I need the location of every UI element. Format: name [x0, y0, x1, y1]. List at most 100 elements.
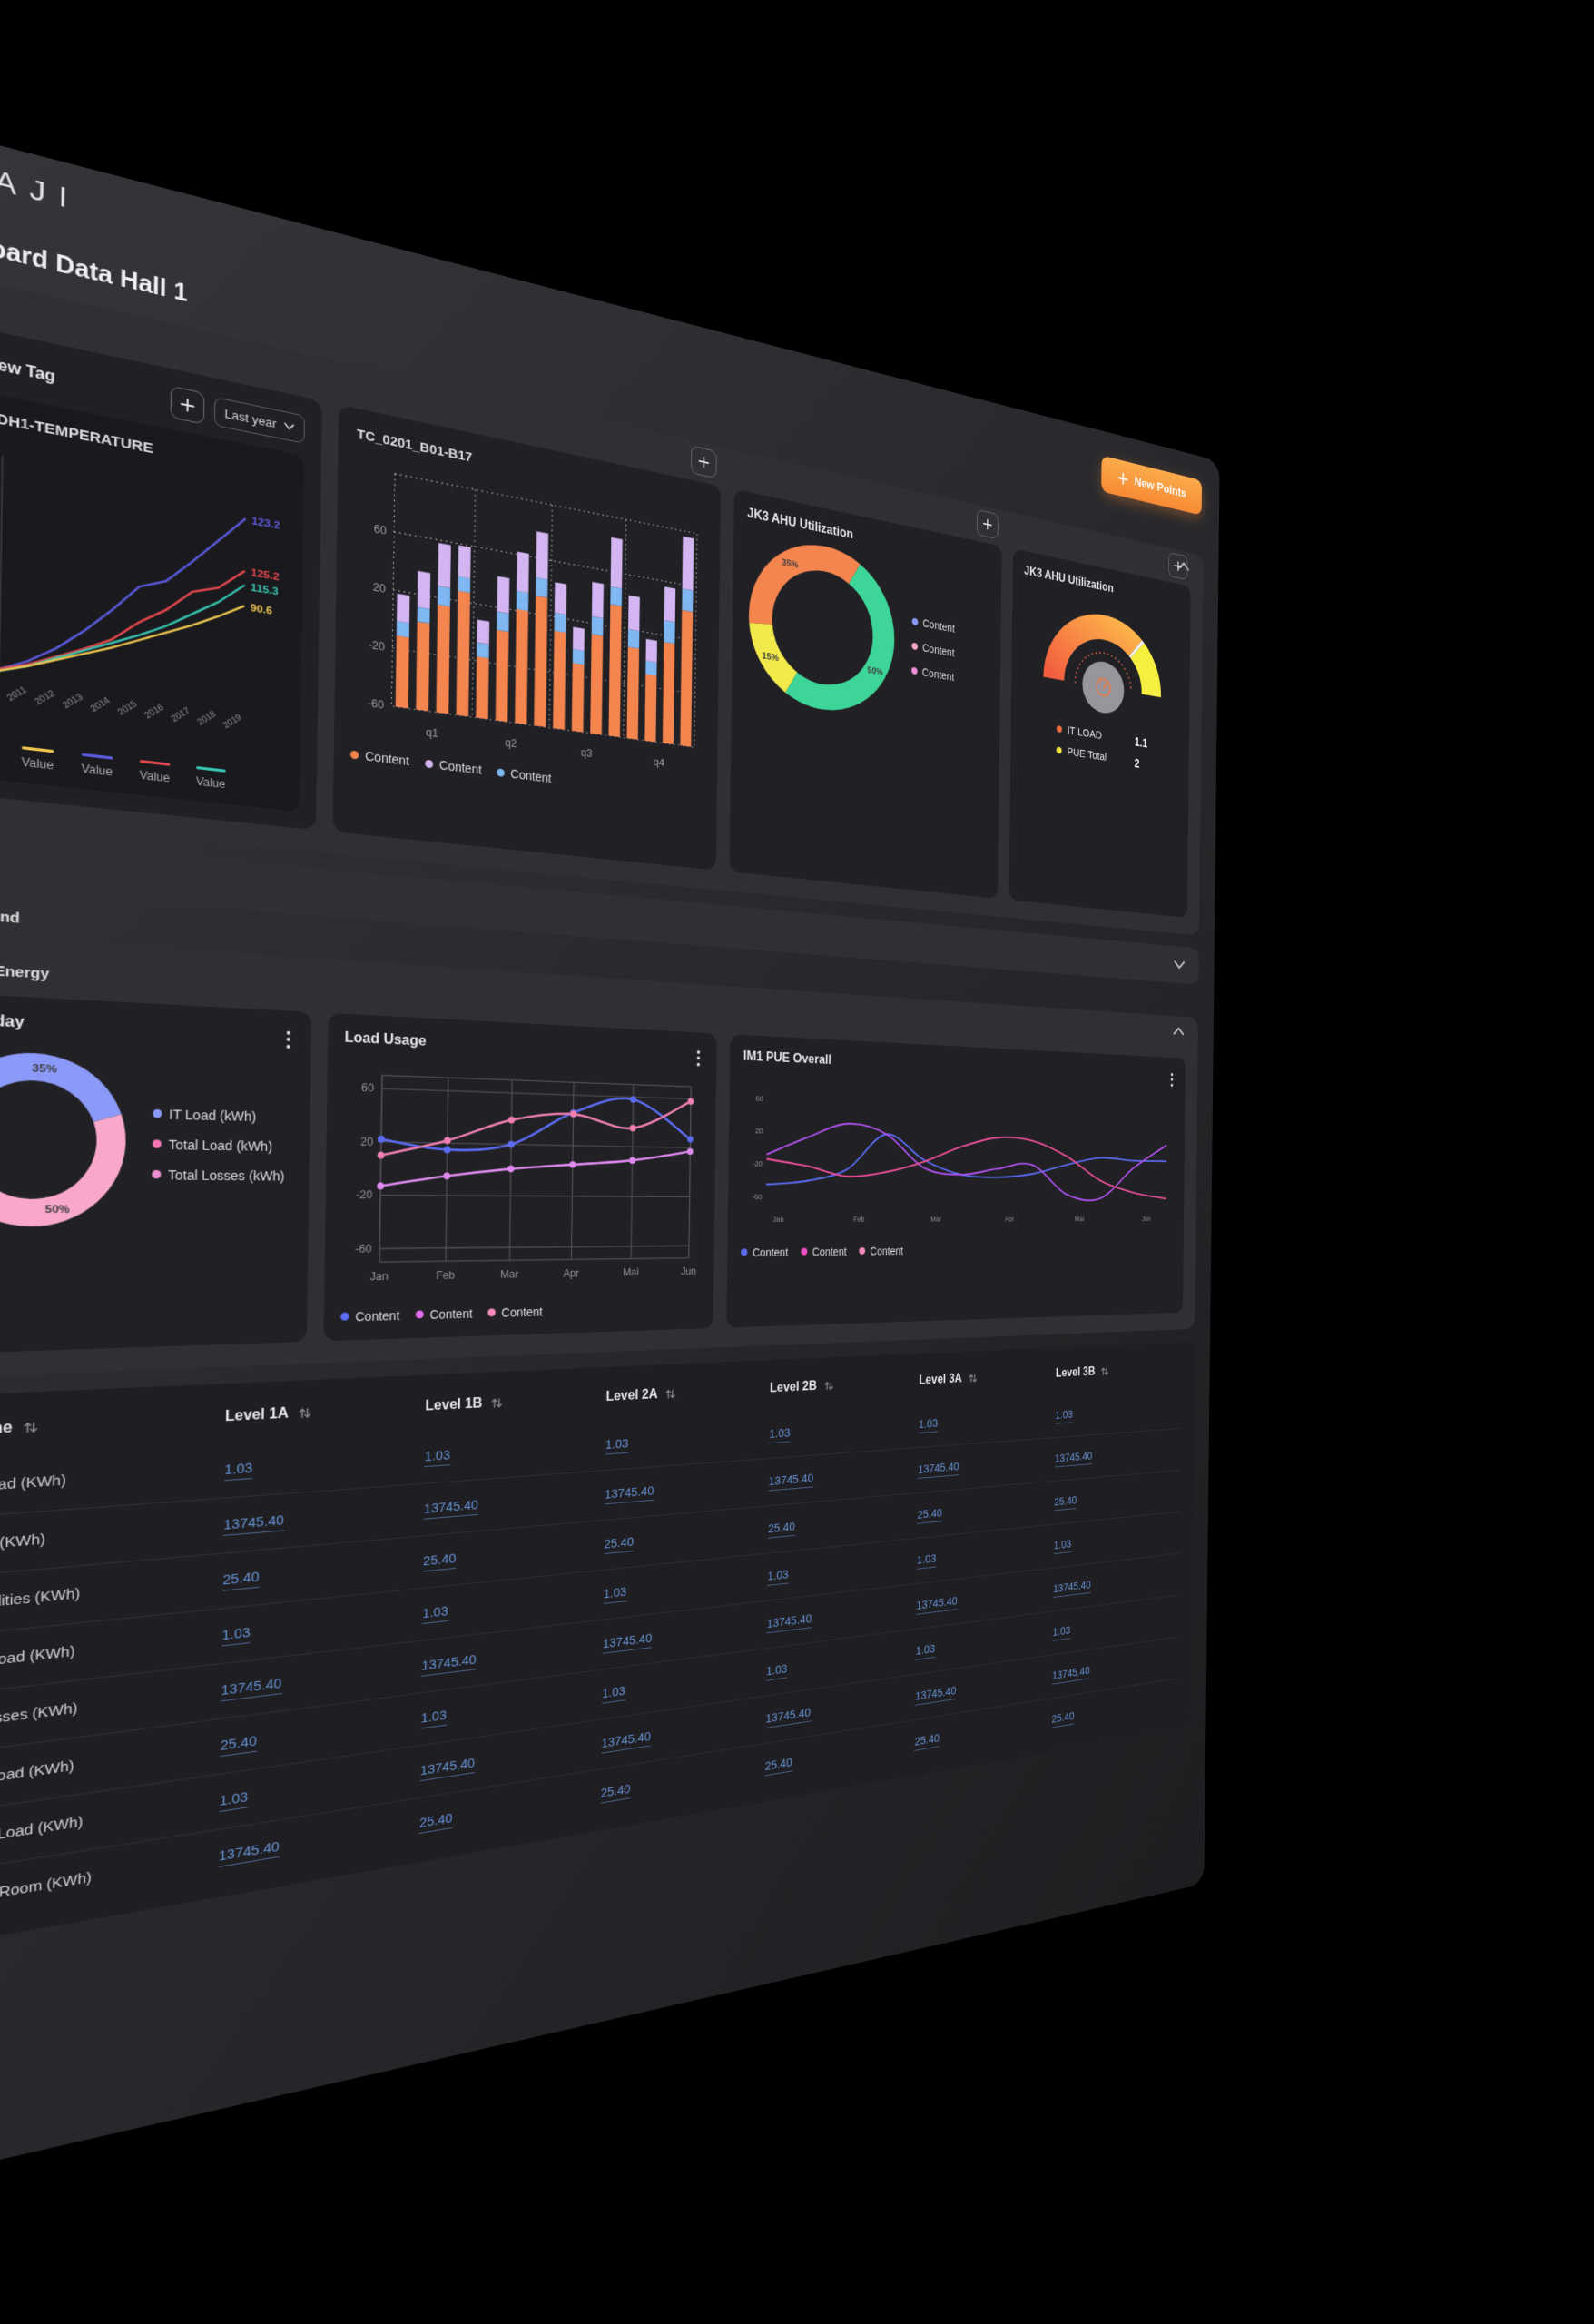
value-link[interactable]: 13745.40	[604, 1483, 654, 1504]
legend-label: PUE Total	[1067, 744, 1107, 763]
value-link[interactable]: 1.03	[1053, 1537, 1072, 1554]
sort-icon[interactable]	[489, 1394, 505, 1411]
legend-dot-icon	[911, 617, 919, 625]
plus-icon	[1118, 471, 1129, 487]
column-label: Level 1B	[425, 1395, 483, 1414]
value-link[interactable]: 1.03	[767, 1567, 789, 1586]
value-link[interactable]: 1.03	[918, 1416, 939, 1433]
legend-line-icon	[81, 753, 113, 760]
value-link[interactable]: 25.40	[222, 1568, 260, 1591]
sort-icon[interactable]	[1099, 1364, 1110, 1378]
value-link[interactable]: 25.40	[764, 1755, 792, 1776]
value-cell: 25.40	[917, 1496, 1055, 1524]
chevron-up-icon	[1173, 1026, 1186, 1037]
value-link[interactable]: 1.03	[420, 1707, 448, 1729]
value-link[interactable]: 13745.40	[423, 1497, 479, 1520]
value-cell: 25.40	[1054, 1484, 1179, 1511]
legend-dot-icon	[350, 750, 359, 760]
tagname-cell: Total Load (KWh)	[0, 1462, 224, 1500]
value-link[interactable]: 1.03	[422, 1603, 448, 1624]
add-widget-button[interactable]	[1168, 552, 1188, 581]
value-link[interactable]: 25.40	[600, 1781, 631, 1804]
value-cell: 1.03	[605, 1427, 770, 1455]
value-link[interactable]: 25.40	[418, 1810, 453, 1834]
svg-text:q2: q2	[505, 735, 517, 750]
sort-icon[interactable]	[664, 1386, 677, 1402]
svg-text:2019: 2019	[221, 712, 243, 731]
value-link[interactable]: 13745.40	[1054, 1449, 1093, 1468]
value-link[interactable]: 13745.40	[601, 1728, 651, 1754]
value-link[interactable]: 25.40	[1054, 1493, 1077, 1511]
kebab-menu-icon[interactable]	[1168, 1069, 1176, 1088]
svg-text:50%: 50%	[867, 665, 882, 677]
sort-icon[interactable]	[967, 1371, 979, 1385]
value-link[interactable]: 25.40	[914, 1731, 940, 1751]
value-link[interactable]: 1.03	[769, 1425, 791, 1443]
value-link[interactable]: 13745.40	[766, 1611, 812, 1633]
value-link[interactable]: 1.03	[223, 1460, 253, 1481]
value-link[interactable]: 13745.40	[916, 1594, 958, 1615]
value-cell: 13745.40	[916, 1582, 1053, 1615]
svg-text:Jun: Jun	[1142, 1216, 1151, 1224]
value-cell: 13745.40	[221, 1659, 421, 1701]
value-cell: 25.40	[914, 1713, 1052, 1751]
value-link[interactable]: 1.03	[603, 1584, 627, 1604]
value-link[interactable]: 13745.40	[1053, 1578, 1091, 1598]
svg-text:2012: 2012	[32, 687, 56, 707]
jk3-gauge-panel: JK3 AHU Utilization IT LOAD PUE Total 1.1…	[1009, 548, 1190, 918]
plus-icon	[698, 454, 710, 469]
value-cell: 13745.40	[765, 1689, 915, 1728]
value-link[interactable]: 25.40	[423, 1551, 457, 1571]
value-link[interactable]: 13745.40	[918, 1460, 959, 1479]
value-link[interactable]: 13745.40	[602, 1630, 653, 1654]
value-link[interactable]: 13745.40	[421, 1651, 477, 1677]
value-link[interactable]: 1.03	[915, 1641, 936, 1660]
legend-label: Total Load (kWh)	[168, 1137, 273, 1154]
value-link[interactable]: 1.03	[916, 1551, 937, 1570]
value-link[interactable]: 13745.40	[915, 1683, 957, 1706]
value-link[interactable]: 1.03	[219, 1788, 249, 1812]
value-link[interactable]: 13745.40	[1051, 1663, 1090, 1685]
value-link[interactable]: 1.03	[602, 1683, 625, 1704]
add-widget-button[interactable]	[691, 445, 717, 479]
svg-text:2016: 2016	[142, 702, 165, 721]
add-widget-button[interactable]	[976, 508, 999, 540]
value-link[interactable]: 25.40	[604, 1534, 635, 1554]
add-widget-button[interactable]	[170, 385, 204, 425]
time-range-select[interactable]: Last year	[213, 396, 306, 444]
value-link[interactable]: 25.40	[220, 1732, 258, 1757]
svg-text:50%: 50%	[45, 1204, 70, 1216]
table-header-cell: Level 2A	[605, 1382, 770, 1405]
value-link[interactable]: 1.03	[424, 1447, 451, 1467]
value-link[interactable]: 25.40	[1051, 1709, 1075, 1728]
value-cell: 13745.40	[421, 1637, 603, 1677]
value-link[interactable]: 1.03	[765, 1661, 788, 1681]
value-link[interactable]: 13745.40	[218, 1838, 280, 1867]
legend-dot-icon	[741, 1248, 748, 1256]
sort-icon[interactable]	[822, 1378, 835, 1393]
value-cell: 13745.40	[1051, 1651, 1178, 1685]
value-link[interactable]: 13745.40	[765, 1705, 811, 1728]
table-header-cell: Tagname	[0, 1409, 225, 1443]
value-link[interactable]: 13745.40	[223, 1512, 284, 1536]
value-link[interactable]: 1.03	[605, 1435, 629, 1455]
gauge-value: 2	[1134, 757, 1140, 771]
value-link[interactable]: 13745.40	[768, 1471, 814, 1492]
value-link[interactable]: 1.03	[221, 1624, 251, 1647]
legend-item: Content	[497, 765, 551, 785]
svg-text:2018: 2018	[195, 708, 218, 727]
collapse-section-button[interactable]	[1172, 1026, 1185, 1040]
value-cell: 1.03	[765, 1644, 916, 1681]
sort-icon[interactable]	[21, 1418, 41, 1437]
sort-icon[interactable]	[296, 1404, 313, 1422]
kebab-menu-icon[interactable]	[694, 1047, 703, 1069]
value-link[interactable]: 25.40	[767, 1519, 795, 1539]
value-link[interactable]: 1.03	[1055, 1407, 1073, 1424]
value-link[interactable]: 13745.40	[419, 1755, 476, 1781]
value-link[interactable]: 25.40	[917, 1505, 942, 1524]
value-link[interactable]: 13745.40	[221, 1675, 282, 1701]
kebab-menu-icon[interactable]	[282, 1027, 294, 1052]
value-cell: 13745.40	[601, 1712, 765, 1754]
value-link[interactable]: 1.03	[1052, 1623, 1071, 1641]
value-cell: 1.03	[420, 1687, 603, 1729]
